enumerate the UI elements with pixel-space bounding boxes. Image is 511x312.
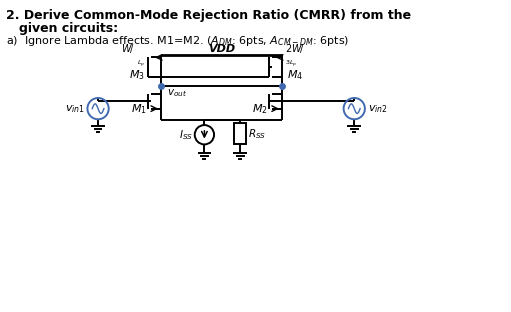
Text: 2. Derive Common-Mode Rejection Ratio (CMRR) from the: 2. Derive Common-Mode Rejection Ratio (C… (6, 9, 411, 22)
Text: a)  Ignore Lambda effects. M1=M2. ($A_{DM}$: 6pts, $A_{CM-DM}$: 6pts): a) Ignore Lambda effects. M1=M2. ($A_{DM… (6, 34, 350, 48)
FancyBboxPatch shape (235, 123, 246, 144)
Text: $W\!/$: $W\!/$ (122, 42, 135, 56)
Text: $M_1$: $M_1$ (131, 102, 146, 116)
Text: $M_4$: $M_4$ (287, 68, 303, 82)
Text: $2W\!/$: $2W\!/$ (285, 42, 304, 56)
Text: $v_{in2}$: $v_{in2}$ (368, 103, 388, 115)
Text: $_{3L_p}$: $_{3L_p}$ (285, 58, 297, 69)
Text: $v_{out}$: $v_{out}$ (167, 87, 187, 99)
Text: $I_{SS}$: $I_{SS}$ (179, 128, 193, 142)
Text: VDD: VDD (208, 45, 235, 55)
Text: $M_3$: $M_3$ (129, 68, 145, 82)
Text: $_{L_p}$: $_{L_p}$ (137, 58, 146, 69)
Text: $M_2$: $M_2$ (252, 102, 268, 116)
Text: $R_{SS}$: $R_{SS}$ (248, 127, 266, 141)
Text: given circuits:: given circuits: (19, 22, 118, 35)
Text: $v_{in1}$: $v_{in1}$ (64, 103, 84, 115)
